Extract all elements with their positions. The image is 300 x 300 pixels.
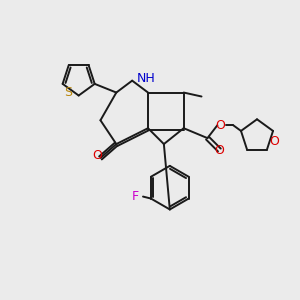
Text: O: O bbox=[214, 143, 224, 157]
Text: O: O bbox=[215, 119, 225, 132]
Text: O: O bbox=[93, 149, 102, 162]
Text: F: F bbox=[131, 190, 139, 203]
Text: NH: NH bbox=[137, 72, 155, 85]
Text: O: O bbox=[269, 135, 279, 148]
Text: S: S bbox=[64, 86, 72, 99]
